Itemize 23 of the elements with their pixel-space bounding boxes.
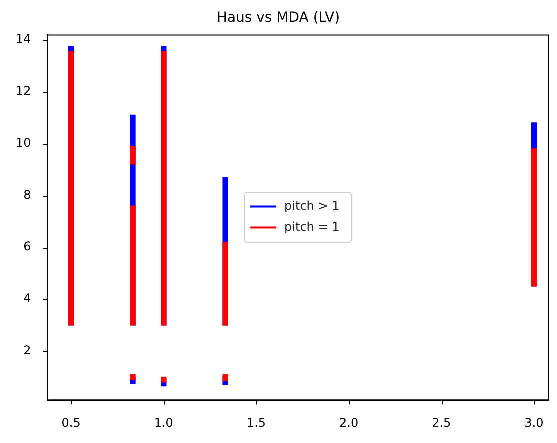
bar: [130, 146, 136, 165]
x-tick-label: 2.5: [432, 416, 452, 430]
y-tick-label: 14: [16, 32, 32, 46]
bar: [531, 148, 538, 287]
bar: [161, 376, 167, 383]
y-tick-label: 2: [24, 343, 32, 358]
x-tick-label: 1.0: [154, 416, 174, 430]
x-tick-label: 0.5: [62, 416, 81, 430]
legend-label: pitch > 1: [284, 198, 340, 213]
bar: [130, 374, 136, 380]
x-tick-label: 3.0: [524, 416, 544, 430]
y-tick-label: 10: [16, 136, 32, 150]
y-tick-label: 6: [24, 240, 32, 254]
x-tick-label: 1.5: [246, 416, 266, 430]
bar: [222, 242, 228, 326]
y-tick-label: 4: [24, 292, 32, 306]
bar: [130, 206, 136, 326]
y-tick-label: 8: [24, 188, 32, 202]
x-tick-label: 2.0: [340, 416, 359, 430]
legend-label: pitch = 1: [284, 220, 340, 234]
bar: [222, 374, 228, 382]
y-tick-label: 12: [16, 84, 32, 98]
chart-title: Haus vs MDA (LV): [216, 10, 340, 26]
